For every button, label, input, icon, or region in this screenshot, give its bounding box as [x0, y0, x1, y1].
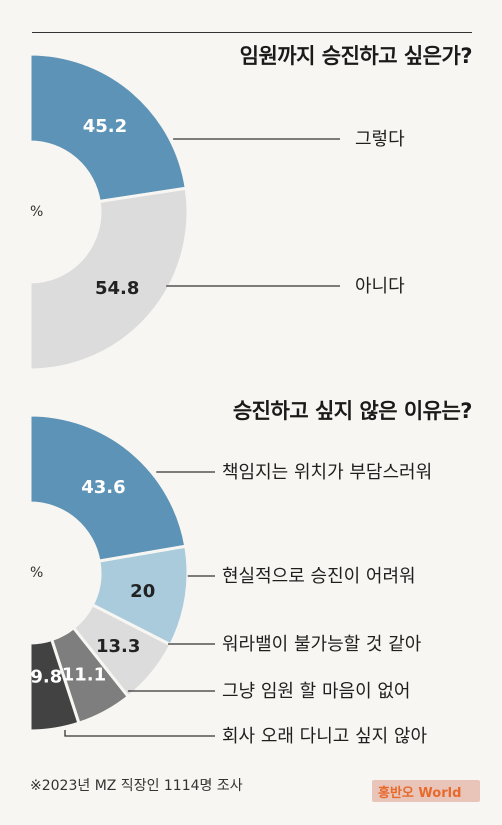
slice-1-1	[28, 52, 188, 204]
category-label-1-2: 아니다	[355, 276, 405, 297]
top-rule	[32, 32, 472, 33]
donut-chart-1: 45.2 그렇다 54.8 아니다	[28, 52, 405, 372]
category-label-2-4: 그냥 임원 할 마음이 없어	[222, 681, 411, 702]
value-label-2-4: 11.1	[62, 664, 106, 685]
category-label-2-2: 현실적으로 승진이 어려워	[222, 566, 416, 587]
value-label-2-5: 9.8	[30, 667, 62, 688]
value-label-1-1: 45.2	[83, 116, 127, 137]
chart2-unit: %	[30, 565, 44, 581]
category-label-1-1: 그렇다	[355, 129, 405, 150]
value-label-2-3: 13.3	[96, 636, 140, 657]
watermark-text: 홍반오 World	[378, 786, 462, 801]
watermark: 홍반오 World	[372, 780, 480, 802]
value-label-2-2: 20	[130, 581, 155, 602]
value-label-2-1: 43.6	[81, 477, 125, 498]
chart2-title: 승진하고 싶지 않은 이유는?	[232, 399, 473, 423]
connector-2-5	[64, 730, 215, 737]
category-label-2-3: 워라밸이 불가능할 것 같아	[222, 634, 422, 655]
category-label-2-1: 책임지는 위치가 부담스러워	[222, 462, 432, 483]
donut-chart-2: 43.6 책임지는 위치가 부담스러워 20 현실적으로 승진이 어려워 13.3 워라밸…	[28, 413, 432, 747]
slice-2-5	[28, 637, 81, 733]
chart1-unit: %	[30, 204, 44, 220]
slice-1-2	[28, 186, 190, 372]
chart1-title: 임원까지 승진하고 싶은가?	[239, 44, 473, 68]
value-label-1-2: 54.8	[95, 278, 139, 299]
category-label-2-5: 회사 오래 다니고 싶지 않아	[222, 726, 427, 747]
slice-2-1	[28, 413, 188, 563]
footnote: ※2023년 MZ 직장인 1114명 조사	[30, 778, 243, 794]
